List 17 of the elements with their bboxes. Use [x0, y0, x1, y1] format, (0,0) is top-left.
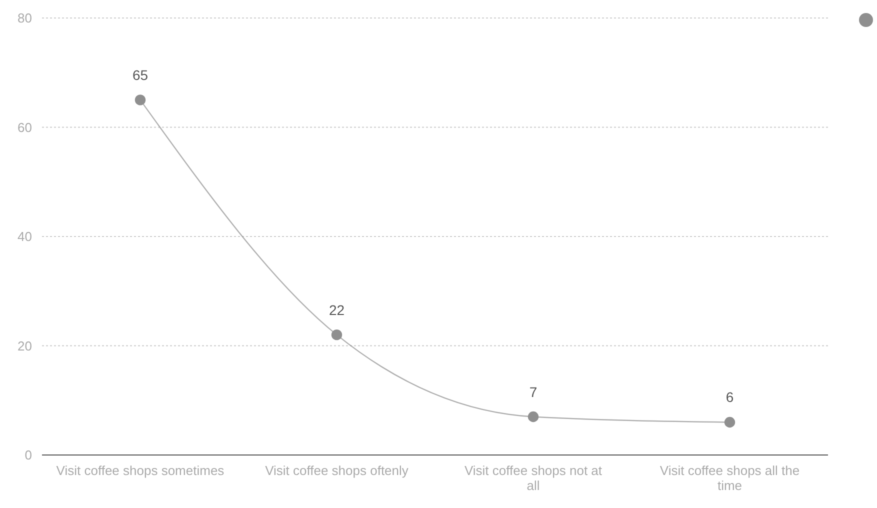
- x-tick-label: Visit coffee shops oftenly: [265, 463, 409, 478]
- x-tick-label: Visit coffee shops sometimes: [56, 463, 225, 478]
- x-tick-label: Visit coffee shops not at all: [464, 463, 602, 493]
- y-tick-label: 0: [24, 448, 32, 463]
- y-tick-label: 60: [18, 120, 32, 135]
- data-label: 6: [726, 389, 734, 406]
- point: [724, 416, 736, 428]
- y-tick-label: 20: [18, 338, 32, 354]
- point: [528, 411, 539, 422]
- point: [134, 94, 146, 106]
- data-label: 7: [529, 384, 538, 400]
- data-label: 22: [328, 302, 345, 318]
- x-tick-label: Visit coffee shops all the time: [660, 463, 800, 493]
- y-tick-label: 80: [18, 10, 32, 26]
- y-tick-label: 40: [18, 229, 32, 244]
- point: [331, 329, 342, 340]
- data-label: 65: [132, 66, 148, 83]
